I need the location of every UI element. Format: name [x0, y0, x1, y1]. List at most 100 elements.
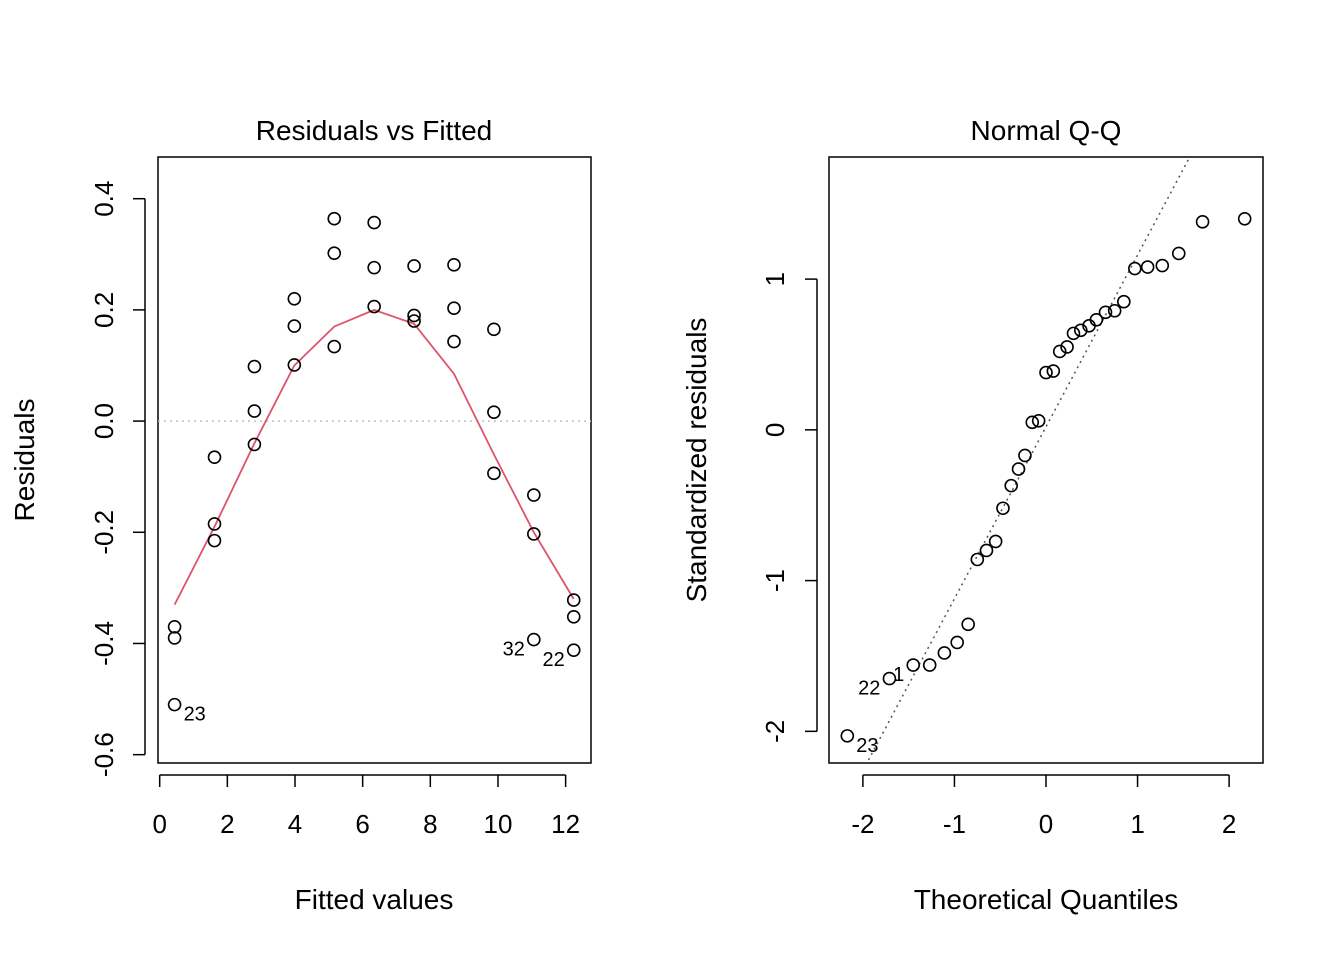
qq-data-point — [1195, 215, 1210, 229]
qq-data-point — [970, 552, 985, 567]
residuals-vs-fitted-x-axis-label: Fitted values — [295, 884, 454, 915]
qq-data-point — [906, 658, 921, 672]
qq-data-point — [1011, 462, 1026, 476]
rvf-data-point — [447, 301, 461, 316]
rvf-y-tick-label: 0.0 — [89, 403, 119, 439]
rvf-data-point — [487, 322, 501, 337]
rvf-data-point — [527, 527, 541, 541]
normal-qq-x-axis-label: Theoretical Quantiles — [914, 884, 1179, 915]
rvf-data-point — [566, 593, 581, 607]
rvf-data-point — [167, 619, 182, 634]
rvf-data-point — [287, 319, 302, 333]
qq-point-label: 1 — [893, 664, 904, 686]
rvf-data-point — [207, 533, 222, 548]
rvf-x-tick-label: 0 — [152, 809, 166, 839]
qq-data-point — [1140, 260, 1155, 274]
qq-data-point — [1117, 294, 1131, 309]
rvf-y-tick-label: 0.4 — [89, 181, 119, 217]
qq-data-point — [1155, 258, 1170, 273]
rvf-x-tick-label: 4 — [288, 809, 302, 839]
qq-data-point — [882, 671, 897, 686]
rvf-data-point — [327, 339, 342, 354]
rvf-data-point — [566, 643, 581, 657]
qq-data-point — [1046, 364, 1061, 378]
qq-data-point — [1107, 303, 1122, 318]
rvf-data-point — [407, 259, 421, 273]
qq-data-point — [988, 534, 1003, 549]
residuals-vs-fitted-panel: Residuals vs Fitted Fitted values Residu… — [9, 115, 592, 915]
qq-data-point — [1039, 365, 1053, 380]
qq-y-tick-label: -1 — [760, 569, 790, 592]
rvf-data-point — [407, 314, 421, 328]
rvf-point-label: 32 — [503, 639, 525, 661]
rvf-data-point — [367, 260, 381, 275]
rvf-data-point — [367, 215, 381, 230]
qq-point-label: 22 — [858, 678, 880, 700]
rvf-data-point — [367, 299, 381, 314]
qq-data-point — [1004, 478, 1019, 493]
rvf-data-point — [566, 609, 581, 624]
residuals-vs-fitted-plot-frame — [157, 156, 592, 764]
rvf-point-label: 22 — [542, 649, 564, 671]
qq-data-point — [1073, 323, 1088, 338]
rvf-data-point — [207, 517, 222, 531]
qq-data-point — [1018, 448, 1032, 463]
residuals-vs-fitted-title: Residuals vs Fitted — [256, 115, 493, 146]
normal-qq-title: Normal Q-Q — [971, 115, 1122, 146]
qq-x-tick-label: 2 — [1222, 809, 1236, 839]
qq-data-point — [1098, 305, 1113, 320]
rvf-x-tick-label: 12 — [551, 809, 580, 839]
qq-x-tick-label: -2 — [851, 809, 874, 839]
qq-data-point — [950, 635, 964, 650]
rvf-data-point — [207, 450, 222, 465]
rvf-data-point — [527, 488, 541, 502]
rvf-x-tick-label: 2 — [220, 809, 234, 839]
normal-qq-y-axis-label: Standardized residuals — [681, 318, 712, 603]
qq-data-point — [996, 501, 1010, 516]
qq-data-point — [1089, 313, 1104, 327]
rvf-x-tick-label: 8 — [423, 809, 437, 839]
rvf-data-point — [327, 211, 342, 226]
qq-y-tick-label: 0 — [760, 423, 790, 437]
rvf-y-tick-label: -0.6 — [89, 732, 119, 777]
qq-data-point — [979, 543, 994, 558]
residuals-vs-fitted-y-axis-label: Residuals — [9, 399, 40, 522]
rvf-y-tick-label: -0.4 — [89, 621, 119, 666]
qq-x-tick-label: 0 — [1039, 809, 1053, 839]
qq-x-tick-label: -1 — [943, 809, 966, 839]
rvf-data-point — [327, 246, 342, 260]
qq-data-point — [1171, 246, 1186, 261]
rvf-data-point — [167, 697, 182, 712]
qq-y-tick-label: -2 — [760, 720, 790, 743]
rvf-y-tick-label: 0.2 — [89, 292, 119, 328]
qq-data-point — [1031, 414, 1046, 428]
rvf-smoother-line — [173, 308, 575, 606]
normal-qq-plot-frame — [828, 156, 1264, 764]
rvf-data-point — [247, 437, 262, 452]
qq-data-point — [1025, 415, 1040, 430]
qq-x-tick-label: 1 — [1130, 809, 1144, 839]
rvf-data-point — [247, 359, 262, 374]
normal-qq-panel: Normal Q-Q Theoretical Quantiles Standar… — [681, 115, 1264, 915]
qq-data-point — [937, 646, 952, 660]
qq-data-point — [840, 729, 855, 743]
qq-data-point — [1052, 344, 1067, 359]
rvf-x-tick-label: 6 — [355, 809, 369, 839]
rvf-data-point — [407, 308, 421, 323]
rvf-data-point — [447, 258, 461, 272]
rvf-data-point — [447, 334, 461, 349]
rvf-data-point — [487, 405, 501, 419]
rvf-x-tick-label: 10 — [484, 809, 513, 839]
rvf-data-point — [167, 631, 182, 645]
rvf-data-point — [287, 291, 302, 306]
rvf-data-point — [527, 632, 541, 647]
qq-data-point — [1128, 261, 1142, 276]
rvf-data-point — [287, 358, 302, 372]
rvf-point-label: 23 — [184, 704, 206, 726]
qq-point-label: 23 — [856, 735, 878, 757]
qq-y-tick-label: 1 — [760, 272, 790, 286]
qq-data-point — [1237, 212, 1252, 226]
rvf-data-point — [247, 404, 262, 418]
rvf-data-point — [487, 466, 501, 481]
qq-data-point — [1066, 326, 1081, 341]
